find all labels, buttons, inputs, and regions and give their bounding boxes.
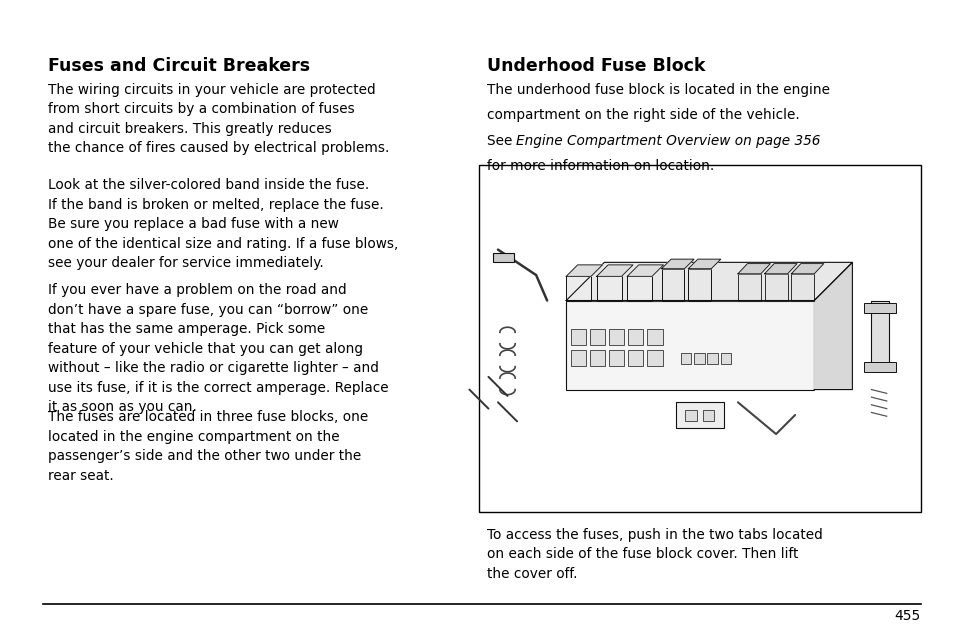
Polygon shape bbox=[597, 265, 633, 276]
Polygon shape bbox=[566, 262, 852, 300]
Polygon shape bbox=[661, 259, 694, 268]
Bar bbox=[609, 329, 624, 345]
Bar bbox=[478, 165, 920, 512]
Bar bbox=[566, 300, 813, 389]
Bar bbox=[680, 352, 690, 364]
Bar bbox=[661, 268, 684, 300]
Polygon shape bbox=[687, 259, 720, 268]
Bar bbox=[862, 303, 896, 313]
Text: The underhood fuse block is located in the engine: The underhood fuse block is located in t… bbox=[486, 83, 829, 97]
Bar bbox=[597, 276, 621, 300]
Bar bbox=[566, 276, 590, 300]
Text: The wiring circuits in your vehicle are protected
from short circuits by a combi: The wiring circuits in your vehicle are … bbox=[48, 83, 389, 155]
Bar bbox=[646, 350, 661, 366]
Bar bbox=[707, 352, 718, 364]
Polygon shape bbox=[566, 265, 602, 276]
Text: Engine Compartment Overview on page 356: Engine Compartment Overview on page 356 bbox=[516, 134, 820, 148]
Text: 455: 455 bbox=[893, 609, 920, 623]
Bar bbox=[675, 402, 723, 427]
Polygon shape bbox=[791, 263, 823, 273]
Bar bbox=[589, 350, 605, 366]
Bar bbox=[589, 329, 605, 345]
Bar bbox=[646, 329, 661, 345]
Text: compartment on the right side of the vehicle.: compartment on the right side of the veh… bbox=[486, 108, 799, 122]
Bar bbox=[628, 329, 643, 345]
Text: See: See bbox=[486, 134, 516, 148]
Text: Underhood Fuse Block: Underhood Fuse Block bbox=[486, 57, 704, 75]
Bar bbox=[493, 253, 514, 262]
Bar bbox=[626, 276, 651, 300]
Text: If you ever have a problem on the road and
don’t have a spare fuse, you can “bor: If you ever have a problem on the road a… bbox=[48, 283, 388, 414]
Bar bbox=[720, 352, 731, 364]
Bar bbox=[871, 300, 888, 364]
Text: Look at the silver-colored band inside the fuse.
If the band is broken or melted: Look at the silver-colored band inside t… bbox=[48, 178, 397, 270]
Polygon shape bbox=[738, 263, 770, 273]
Polygon shape bbox=[626, 265, 663, 276]
Polygon shape bbox=[813, 262, 852, 389]
Bar bbox=[628, 350, 643, 366]
Bar bbox=[609, 350, 624, 366]
Bar bbox=[791, 273, 814, 300]
Bar bbox=[694, 352, 703, 364]
Text: The fuses are located in three fuse blocks, one
located in the engine compartmen: The fuses are located in three fuse bloc… bbox=[48, 410, 368, 483]
Polygon shape bbox=[764, 263, 797, 273]
Text: Fuses and Circuit Breakers: Fuses and Circuit Breakers bbox=[48, 57, 310, 75]
Bar bbox=[570, 329, 585, 345]
Bar bbox=[570, 350, 585, 366]
Bar bbox=[684, 410, 696, 421]
Text: for more information on location.: for more information on location. bbox=[486, 159, 713, 173]
Bar bbox=[687, 268, 711, 300]
Bar bbox=[738, 273, 760, 300]
Bar bbox=[764, 273, 787, 300]
Bar bbox=[862, 361, 896, 371]
Bar bbox=[701, 410, 713, 421]
Text: To access the fuses, push in the two tabs located
on each side of the fuse block: To access the fuses, push in the two tab… bbox=[486, 528, 821, 581]
